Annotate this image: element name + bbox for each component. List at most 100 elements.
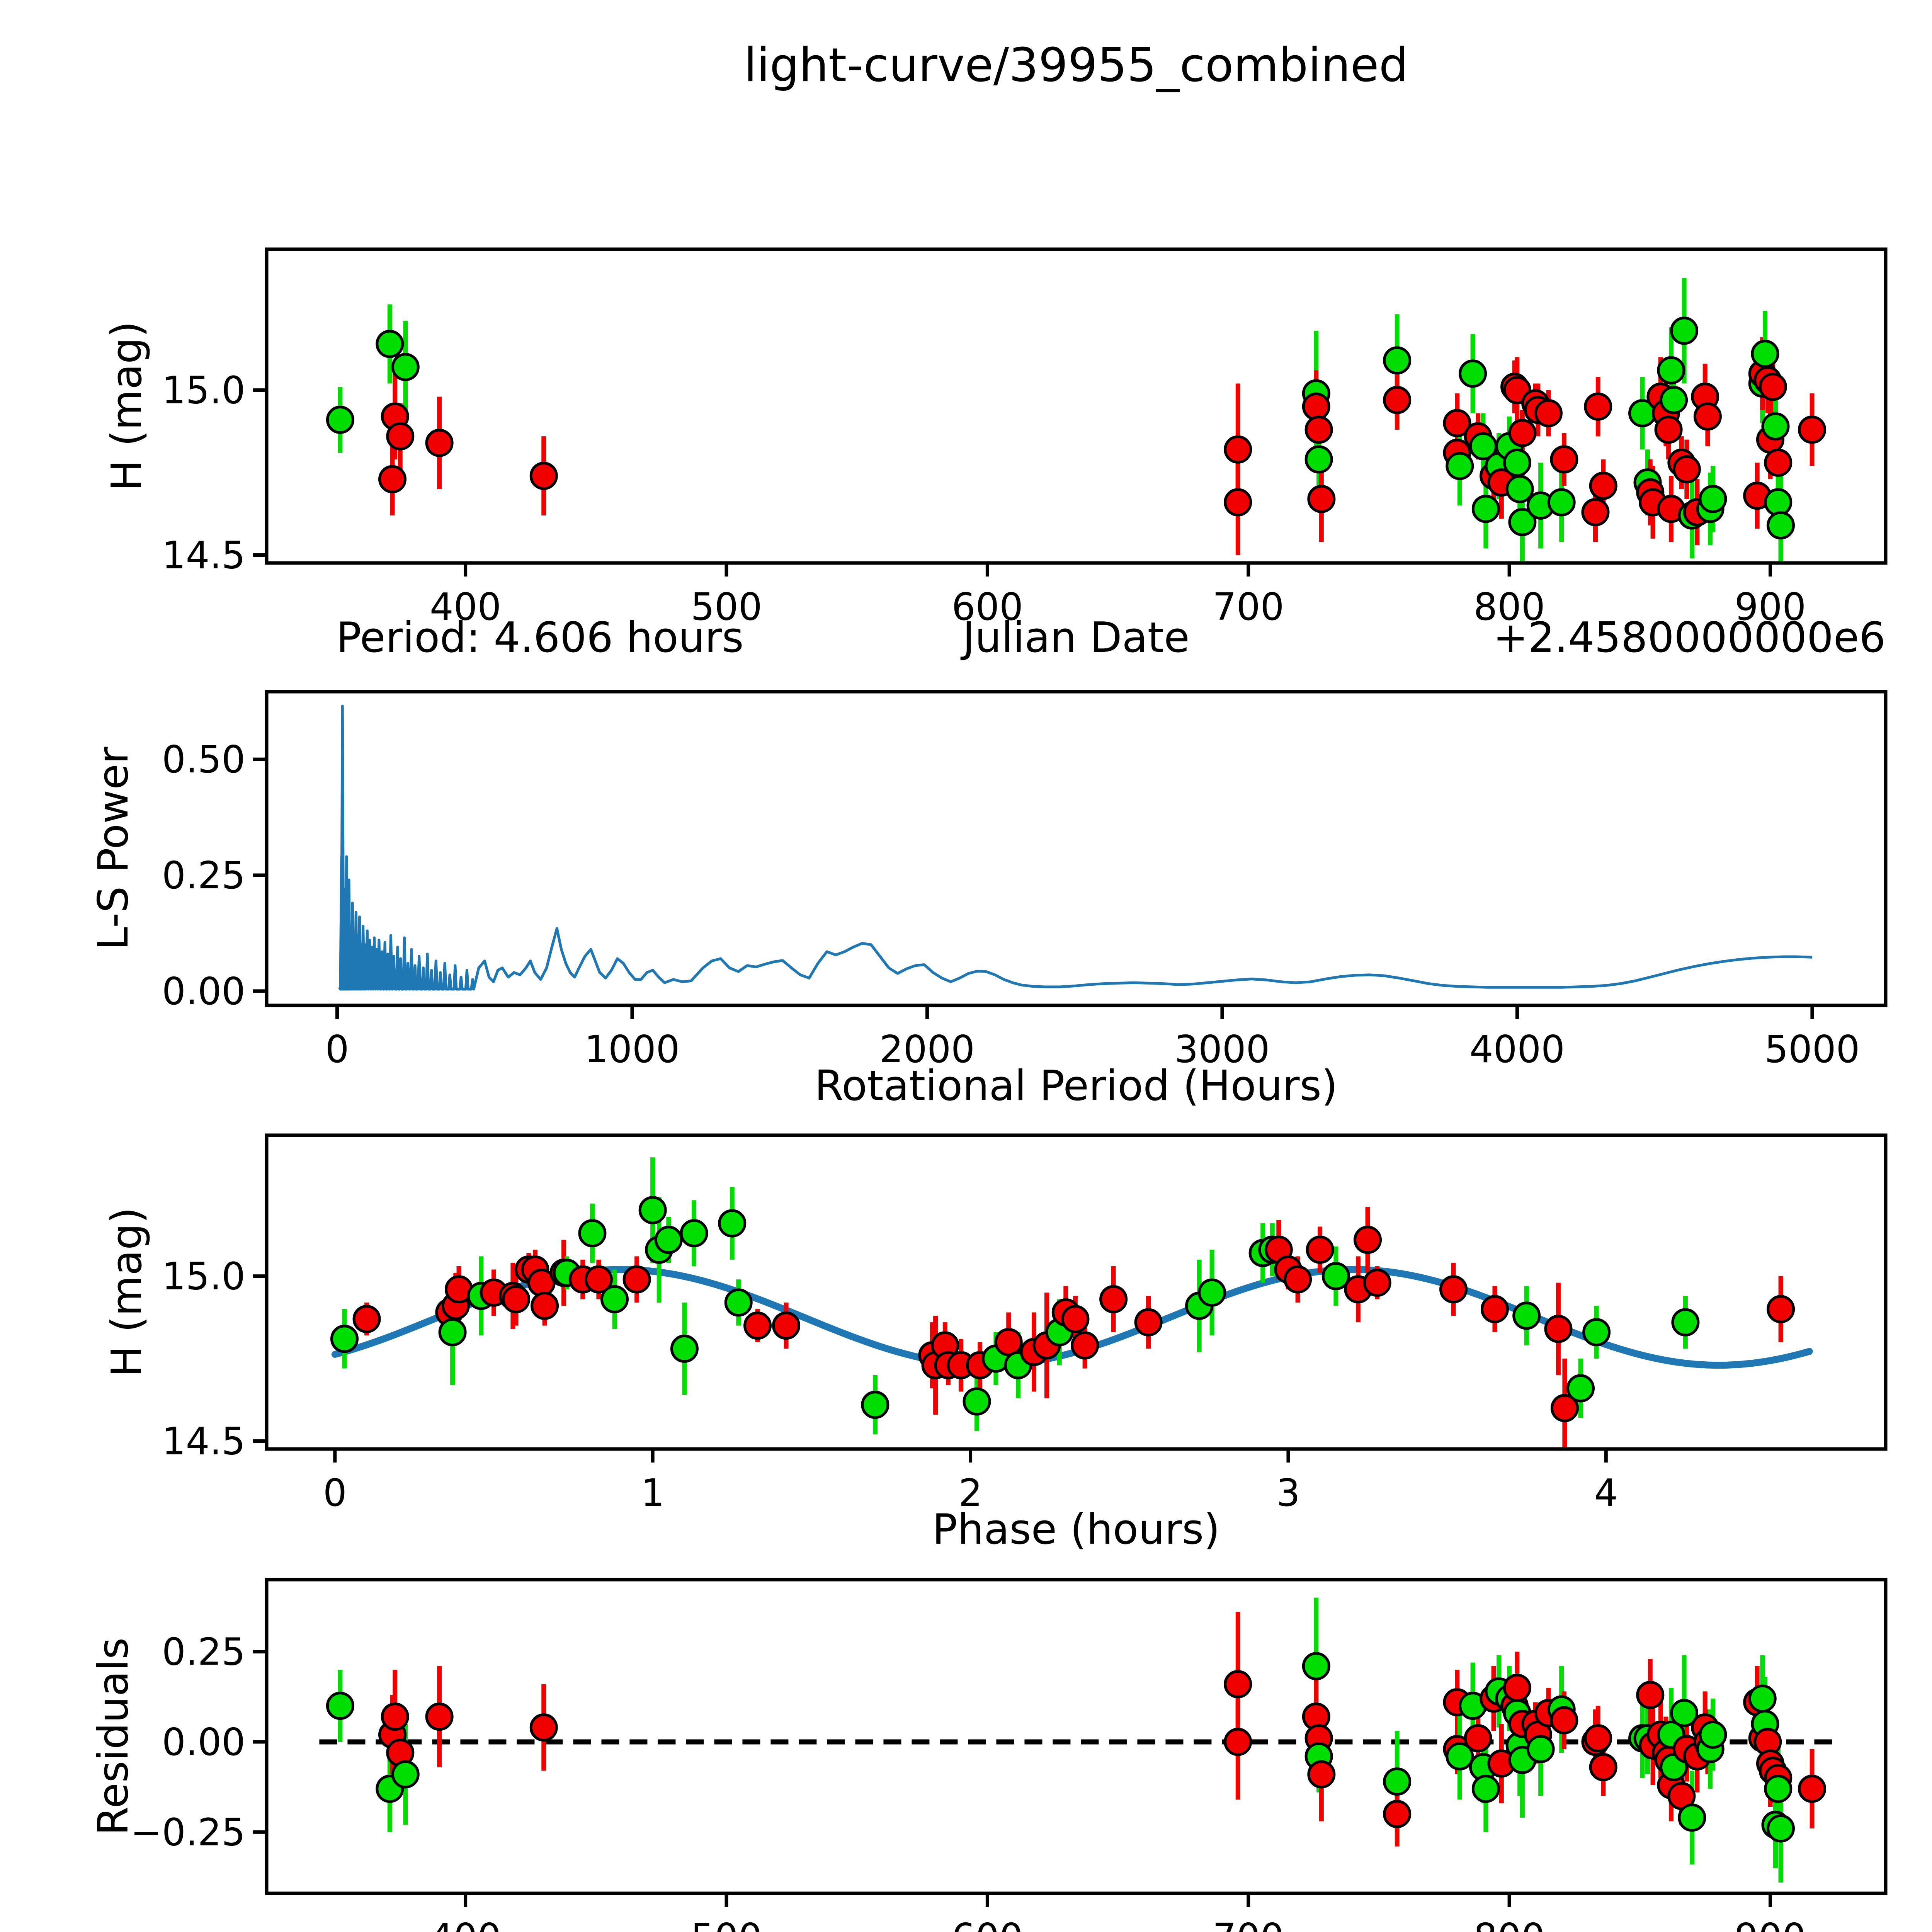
data-point bbox=[326, 405, 354, 434]
data-point bbox=[1480, 1295, 1509, 1323]
jd-mag-y-axis-label: H (mag) bbox=[103, 321, 151, 491]
data-point bbox=[1670, 316, 1699, 345]
data-point bbox=[1534, 399, 1563, 427]
data-point bbox=[1508, 508, 1537, 536]
data-point bbox=[1307, 485, 1336, 513]
periodogram-line bbox=[338, 704, 1812, 991]
data-point bbox=[391, 353, 420, 381]
data-point bbox=[1767, 511, 1795, 540]
data-point bbox=[1699, 485, 1727, 513]
data-point bbox=[1582, 1318, 1611, 1347]
data-point bbox=[529, 462, 558, 490]
x-tick-label: 2000 bbox=[879, 1027, 975, 1071]
x-tick-label: 0 bbox=[325, 1027, 349, 1071]
data-point bbox=[1764, 448, 1793, 477]
data-point bbox=[1544, 1315, 1573, 1343]
phase-mag-data-points bbox=[330, 1196, 1795, 1422]
y-tick-label: 14.5 bbox=[162, 1420, 245, 1463]
x-tick-label: 1 bbox=[641, 1471, 665, 1515]
data-point bbox=[1589, 471, 1617, 500]
data-point bbox=[1699, 1720, 1727, 1749]
data-point bbox=[1354, 1226, 1382, 1254]
data-point bbox=[378, 465, 407, 493]
data-point bbox=[1307, 1760, 1336, 1789]
data-point bbox=[1302, 1652, 1330, 1680]
axes-spines bbox=[265, 1133, 1888, 1451]
figure-title: light-curve/39955_combined bbox=[744, 39, 1408, 92]
phase-mag-x-axis-label: Phase (hours) bbox=[932, 1505, 1220, 1554]
jd-mag-axis-offset-text: +2.4580000000e6 bbox=[1493, 614, 1886, 662]
data-point bbox=[1550, 445, 1578, 474]
data-point bbox=[1459, 359, 1487, 388]
data-point bbox=[1503, 1673, 1531, 1702]
data-point bbox=[1798, 415, 1827, 444]
phase-mag-plot-area bbox=[330, 1157, 1813, 1449]
data-point bbox=[584, 1265, 613, 1294]
data-point bbox=[1224, 1670, 1252, 1699]
x-tick-label: 500 bbox=[690, 585, 762, 629]
data-point bbox=[680, 1219, 708, 1248]
data-point bbox=[600, 1285, 629, 1313]
y-tick-label: 15.0 bbox=[162, 369, 245, 412]
data-point bbox=[425, 429, 454, 457]
data-point bbox=[670, 1334, 699, 1363]
data-point bbox=[1383, 1800, 1412, 1828]
panel-phase-mag: 0 1 2 3 4 14.5 15.0 bbox=[162, 1133, 1888, 1515]
panel-periodogram: 0 1000 2000 3000 4000 5000 0.00 0.25 0.50 bbox=[162, 690, 1888, 1071]
data-point bbox=[1584, 1724, 1612, 1753]
data-point bbox=[638, 1196, 667, 1225]
data-point bbox=[1550, 1394, 1579, 1422]
data-point bbox=[531, 1291, 559, 1320]
residuals-y-axis-label: Residuals bbox=[89, 1638, 138, 1835]
data-point bbox=[1284, 1265, 1312, 1294]
data-point bbox=[743, 1311, 772, 1340]
data-point bbox=[1589, 1753, 1617, 1781]
x-tick-label: 3 bbox=[1276, 1471, 1300, 1515]
data-point bbox=[391, 1760, 420, 1789]
data-point bbox=[1471, 1774, 1500, 1803]
data-point bbox=[376, 330, 404, 358]
data-point bbox=[1383, 1767, 1412, 1796]
axes-spines bbox=[265, 247, 1888, 565]
data-point bbox=[1304, 445, 1333, 474]
x-tick-label: 700 bbox=[1213, 585, 1284, 629]
x-tick-label: 5000 bbox=[1764, 1027, 1860, 1071]
data-point bbox=[578, 1219, 607, 1248]
data-point bbox=[1584, 392, 1612, 421]
data-point bbox=[1443, 409, 1471, 437]
x-tick-label: 500 bbox=[690, 1915, 762, 1932]
data-point bbox=[1759, 372, 1787, 401]
y-tick-label: 0.00 bbox=[162, 969, 245, 1013]
data-point bbox=[1550, 1706, 1578, 1735]
data-point bbox=[994, 1328, 1023, 1356]
x-tick-label: 600 bbox=[952, 1915, 1023, 1932]
data-point bbox=[1306, 1235, 1334, 1264]
data-point bbox=[438, 1318, 467, 1347]
data-point bbox=[386, 422, 415, 451]
x-tick-label: 3000 bbox=[1174, 1027, 1270, 1071]
data-point bbox=[861, 1391, 889, 1419]
data-point bbox=[1383, 386, 1412, 414]
data-point bbox=[1547, 488, 1576, 517]
data-point bbox=[1671, 1308, 1700, 1337]
y-tick-label: 0.25 bbox=[162, 854, 245, 897]
x-tick-label: 4000 bbox=[1469, 1027, 1565, 1071]
data-point bbox=[1761, 412, 1790, 441]
data-point bbox=[1657, 356, 1685, 384]
x-tick-label: 600 bbox=[952, 585, 1023, 629]
data-point bbox=[1566, 1374, 1595, 1403]
data-point bbox=[1061, 1305, 1090, 1333]
periodogram-y-axis-label: L-S Power bbox=[89, 747, 138, 950]
data-point bbox=[381, 1702, 409, 1731]
residuals-plot-area bbox=[319, 1597, 1833, 1883]
data-point bbox=[772, 1311, 801, 1340]
jd-mag-x-axis-label: Julian Date bbox=[960, 614, 1189, 662]
data-point bbox=[1224, 435, 1252, 464]
data-point bbox=[654, 1226, 683, 1254]
data-point bbox=[1748, 1684, 1777, 1713]
data-point bbox=[425, 1702, 454, 1731]
data-point bbox=[1581, 498, 1610, 527]
phase-mag-y-axis-label: H (mag) bbox=[103, 1207, 151, 1377]
data-point bbox=[1099, 1285, 1128, 1313]
data-point bbox=[1304, 415, 1333, 444]
